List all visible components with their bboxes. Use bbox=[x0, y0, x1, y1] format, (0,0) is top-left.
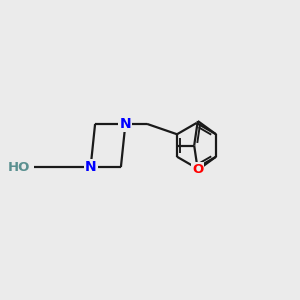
Text: N: N bbox=[85, 160, 96, 174]
Text: N: N bbox=[120, 117, 131, 131]
Text: HO: HO bbox=[8, 160, 30, 174]
Text: O: O bbox=[192, 163, 203, 176]
